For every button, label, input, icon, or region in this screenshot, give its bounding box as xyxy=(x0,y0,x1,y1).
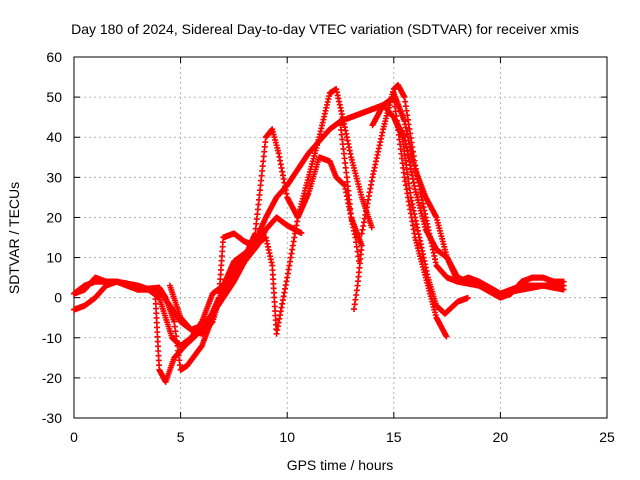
axis-ticks xyxy=(73,56,608,419)
chart-title: Day 180 of 2024, Sidereal Day-to-day VTE… xyxy=(71,21,579,37)
data-point-marker xyxy=(560,286,567,293)
y-tick-label: 40 xyxy=(46,129,62,145)
y-tick-label: -10 xyxy=(42,330,62,346)
y-tick-label: 0 xyxy=(54,290,62,306)
x-tick-label: 10 xyxy=(279,429,295,445)
plot-area xyxy=(71,82,567,385)
y-tick-label: 30 xyxy=(46,169,62,185)
data-point-marker xyxy=(560,278,567,285)
x-tick-label: 20 xyxy=(493,429,509,445)
x-tick-label: 0 xyxy=(70,429,78,445)
y-tick-label: -20 xyxy=(42,370,62,386)
data-point-marker xyxy=(298,230,305,237)
y-tick-label: 10 xyxy=(46,250,62,266)
y-tick-label: 50 xyxy=(46,89,62,105)
x-tick-label: 25 xyxy=(599,429,615,445)
tick-labels: 0 5 10 15 20 25 -30 -20 -10 0 10 20 30 40 50 60 xyxy=(42,49,615,445)
series-track-1 xyxy=(71,230,258,385)
series-track-10 xyxy=(390,114,471,317)
data-point-marker xyxy=(351,306,358,313)
y-axis-title: SDTVAR / TECUs xyxy=(6,182,22,294)
data-point-marker xyxy=(355,257,362,264)
data-point-marker xyxy=(368,224,375,231)
y-tick-label: -30 xyxy=(42,410,62,426)
series-track-9 xyxy=(337,122,362,264)
plot-frame xyxy=(73,56,608,419)
data-point-marker xyxy=(464,294,471,301)
data-point-marker xyxy=(443,333,450,340)
x-axis-title: GPS time / hours xyxy=(287,457,394,473)
series-track-2 xyxy=(71,214,305,373)
y-tick-label: 60 xyxy=(46,49,62,65)
y-tick-label: 20 xyxy=(46,209,62,225)
x-tick-label: 5 xyxy=(177,429,185,445)
x-tick-label: 15 xyxy=(386,429,402,445)
series-track-8 xyxy=(390,90,567,301)
